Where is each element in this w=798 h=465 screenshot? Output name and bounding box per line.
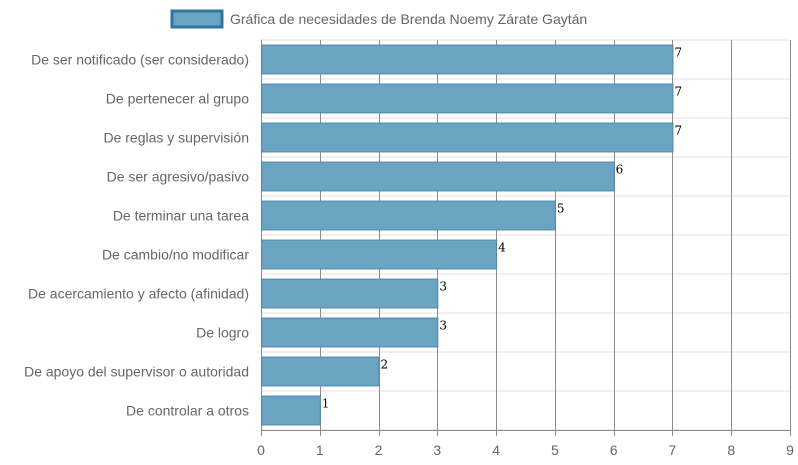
- bar-value-label: 2: [381, 358, 389, 372]
- category-label: De controlar a otros: [126, 403, 249, 419]
- bar-value-label: 3: [439, 280, 447, 294]
- x-tick-label: 5: [551, 442, 559, 458]
- bar-value-label: 5: [557, 202, 565, 216]
- value-labels: 7 7 7 6 5 4 3 3 2 1: [322, 46, 682, 411]
- x-axis-ticks: 0 1 2 3 4 5 6 7 8 9: [257, 442, 794, 458]
- category-label: De cambio/no modificar: [102, 247, 249, 263]
- legend[interactable]: Gráfica de necesidades de Brenda Noemy Z…: [170, 9, 587, 29]
- x-tick-label: 4: [492, 442, 500, 458]
- bar[interactable]: [261, 122, 674, 153]
- x-tick-label: 8: [727, 442, 735, 458]
- bars: [261, 44, 674, 426]
- bar[interactable]: [261, 161, 615, 192]
- bar[interactable]: [261, 44, 674, 75]
- bar[interactable]: [261, 317, 439, 348]
- category-label: De logro: [196, 325, 249, 341]
- bar-value-label: 7: [674, 85, 682, 99]
- legend-swatch[interactable]: [170, 9, 224, 29]
- category-label: De pertenecer al grupo: [106, 91, 249, 107]
- x-tick-label: 3: [433, 442, 441, 458]
- category-label: De acercamiento y afecto (afinidad): [28, 286, 249, 302]
- bar[interactable]: [261, 83, 674, 114]
- y-axis-labels: De ser notificado (ser considerado) De pe…: [24, 52, 249, 419]
- bar-value-label: 4: [498, 241, 506, 255]
- bar[interactable]: [261, 356, 380, 387]
- x-tick-label: 1: [316, 442, 324, 458]
- x-tick-label: 0: [257, 442, 265, 458]
- category-label: De ser agresivo/pasivo: [107, 169, 250, 185]
- bar[interactable]: [261, 395, 321, 426]
- bar[interactable]: [261, 278, 439, 309]
- bar-value-label: 7: [674, 124, 682, 138]
- category-label: De ser notificado (ser considerado): [31, 52, 249, 68]
- bar-value-label: 6: [616, 163, 624, 177]
- category-label: De reglas y supervisión: [103, 130, 249, 146]
- bar[interactable]: [261, 239, 498, 270]
- bar[interactable]: [261, 200, 556, 231]
- x-tick-label: 6: [610, 442, 618, 458]
- category-label: De apoyo del supervisor o autoridad: [24, 364, 249, 380]
- legend-label[interactable]: Gráfica de necesidades de Brenda Noemy Z…: [230, 11, 587, 27]
- category-label: De terminar una tarea: [113, 208, 249, 224]
- bar-value-label: 7: [674, 46, 682, 60]
- bar-value-label: 3: [439, 319, 447, 333]
- x-tick-label: 9: [786, 442, 794, 458]
- bar-value-label: 1: [322, 397, 330, 411]
- x-tick-label: 2: [375, 442, 383, 458]
- x-tick-label: 7: [669, 442, 677, 458]
